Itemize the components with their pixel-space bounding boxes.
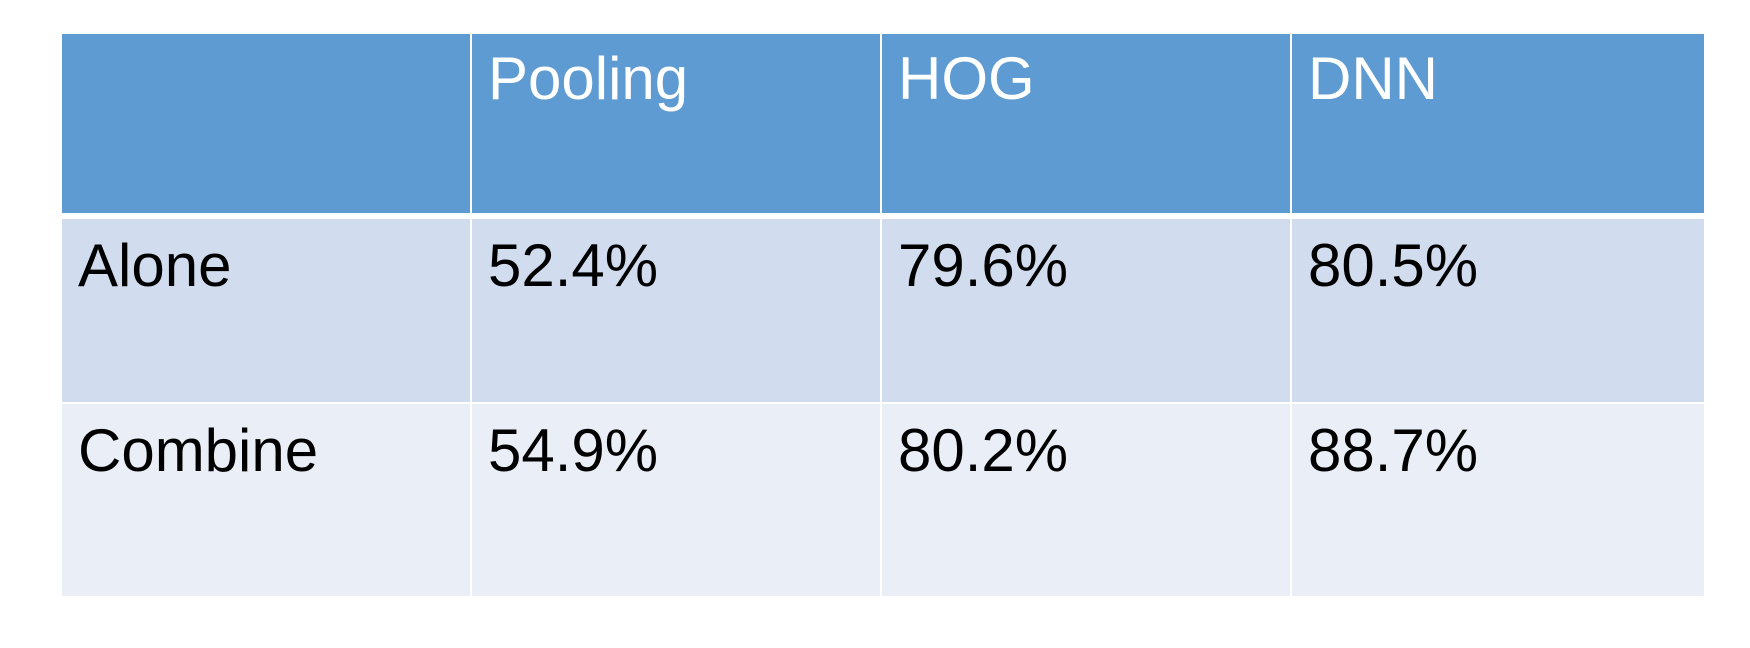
cell-combine-dnn: 88.7% [1292,404,1704,596]
cell-combine-pooling: 54.9% [472,404,882,596]
row-label-alone: Alone [62,219,472,404]
header-corner-cell [62,34,472,219]
header-cell-dnn: DNN [1292,34,1704,219]
cell-alone-dnn: 80.5% [1292,219,1704,404]
cell-alone-pooling: 52.4% [472,219,882,404]
results-table: Pooling HOG DNN Alone 52.4% 79.6% 80.5% … [62,34,1704,596]
header-cell-hog: HOG [882,34,1292,219]
row-label-combine: Combine [62,404,472,596]
cell-alone-hog: 79.6% [882,219,1292,404]
header-cell-pooling: Pooling [472,34,882,219]
cell-combine-hog: 80.2% [882,404,1292,596]
